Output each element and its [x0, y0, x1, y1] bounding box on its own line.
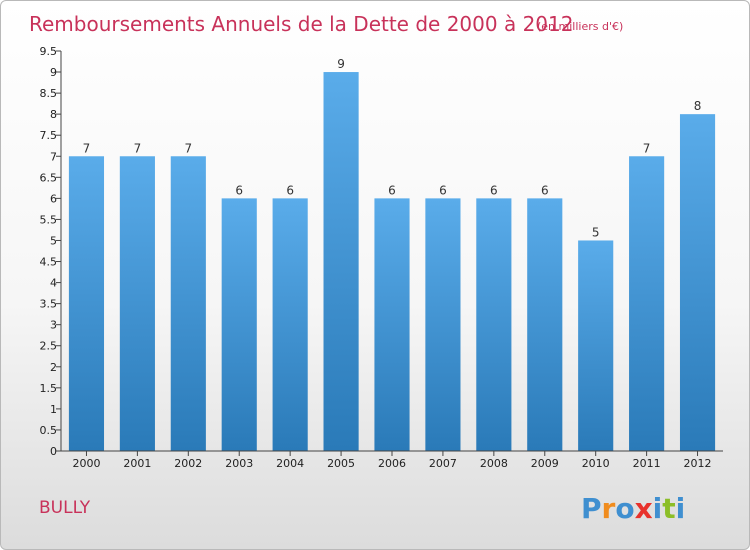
y-tick-label: 5.5 [40, 213, 58, 226]
logo-letter: i [653, 492, 663, 525]
bars: 7 7 7 6 6 9 6 6 6 6 5 7 8 [68, 57, 716, 451]
bar-2004 [272, 198, 308, 451]
data-label-2001: 7 [134, 141, 142, 155]
data-label-2012: 8 [694, 99, 702, 113]
bar-2011 [629, 156, 665, 451]
data-label-2005: 9 [337, 57, 345, 71]
x-tick-label-2001: 2001 [123, 457, 151, 470]
bar-2010 [578, 240, 614, 451]
bar-2001 [119, 156, 155, 451]
data-label-2000: 7 [83, 141, 91, 155]
data-label-2009: 6 [541, 183, 549, 197]
y-tick-label: 3.5 [40, 298, 58, 311]
y-axis: 0 0.5 1 1.5 2 2.5 3 3.5 4 4.5 5 5.5 6 6.5 7 7.5 8 8.5 9 9.5 [40, 45, 62, 458]
data-label-2003: 6 [235, 183, 243, 197]
bar-2012 [679, 114, 716, 451]
y-tick-label: 0.5 [40, 424, 58, 437]
data-label-2010: 5 [592, 225, 600, 239]
y-tick-label: 2.5 [40, 340, 58, 353]
x-tick-label-2010: 2010 [582, 457, 610, 470]
data-label-2007: 6 [439, 183, 447, 197]
logo-letter: r [602, 492, 616, 525]
x-tick-label-2002: 2002 [174, 457, 202, 470]
y-tick-label: 2 [50, 361, 57, 374]
x-tick-label-2012: 2012 [684, 457, 712, 470]
logo-letter: x [635, 492, 653, 525]
y-tick-label: 7 [50, 150, 57, 163]
bar-2009 [527, 198, 563, 451]
logo-letter: P [581, 492, 602, 525]
x-tick-label-2004: 2004 [276, 457, 304, 470]
data-label-2008: 6 [490, 183, 498, 197]
y-tick-label: 1 [50, 403, 57, 416]
data-label-2011: 7 [643, 141, 651, 155]
x-tick-label-2005: 2005 [327, 457, 355, 470]
y-tick-label: 1.5 [40, 382, 58, 395]
y-tick-label: 3 [50, 319, 57, 332]
proxiti-logo[interactable]: Proxiti [581, 492, 685, 525]
chart-title: Remboursements Annuels de la Dette de 20… [29, 12, 573, 36]
data-label-2006: 6 [388, 183, 396, 197]
bar-2000 [68, 156, 105, 451]
y-tick-label: 4 [50, 277, 57, 290]
bar-2008 [476, 198, 512, 451]
y-tick-label: 6 [50, 192, 57, 205]
y-tick-label: 9 [50, 66, 57, 79]
logo-letter: o [615, 492, 634, 525]
bar-2006 [374, 198, 410, 451]
bar-2002 [170, 156, 206, 451]
commune-name: BULLY [39, 498, 91, 518]
x-tick-label-2008: 2008 [480, 457, 508, 470]
y-tick-label: 4.5 [40, 256, 58, 269]
y-tick-label: 0 [50, 445, 57, 458]
data-label-2004: 6 [286, 183, 294, 197]
chart-subtitle: (en milliers d'€) [537, 20, 623, 33]
x-tick-label-2007: 2007 [429, 457, 457, 470]
y-tick-label: 9.5 [40, 45, 58, 58]
y-tick-label: 5 [50, 234, 57, 247]
bar-2003 [221, 198, 257, 451]
y-tick-label: 6.5 [40, 171, 58, 184]
x-tick-label-2009: 2009 [531, 457, 559, 470]
x-tick-label-2000: 2000 [72, 457, 100, 470]
y-tick-label: 7.5 [40, 129, 58, 142]
bar-2005 [323, 72, 359, 451]
x-tick-label-2011: 2011 [633, 457, 661, 470]
data-label-2002: 7 [184, 141, 192, 155]
x-tick-label-2003: 2003 [225, 457, 253, 470]
logo-letter: t [662, 492, 675, 525]
y-tick-label: 8 [50, 108, 57, 121]
x-tick-label-2006: 2006 [378, 457, 406, 470]
y-tick-label: 8.5 [40, 87, 58, 100]
x-axis: 2000 2001 2002 2003 2004 2005 2006 2007 2008 2009… [61, 450, 723, 470]
bar-2007 [425, 198, 461, 451]
logo-letter: i [676, 492, 686, 525]
